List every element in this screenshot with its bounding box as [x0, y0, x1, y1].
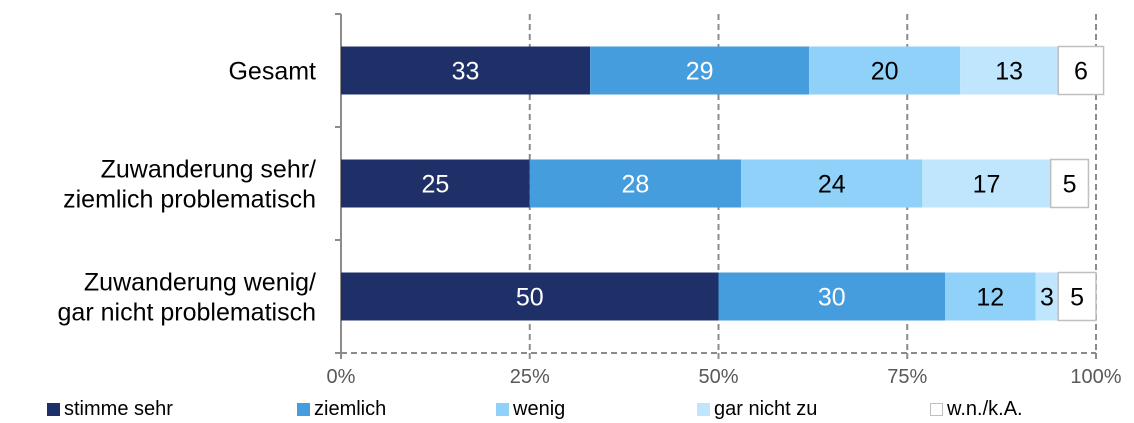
legend-swatch — [47, 403, 60, 416]
data-label: 25 — [421, 171, 449, 199]
bar-segment — [960, 46, 1059, 95]
bar-segment — [590, 46, 810, 95]
x-tick-label: 100% — [1070, 366, 1121, 388]
legend-item: gar nicht zu — [697, 398, 817, 421]
category-label: Zuwanderung sehr/ — [101, 156, 316, 184]
category-label: Gesamt — [228, 58, 316, 86]
bar-segment — [945, 272, 1036, 321]
category-label: Zuwanderung wenig/ — [84, 269, 316, 297]
category-label: ziemlich problematisch — [63, 186, 316, 214]
bar-segment — [341, 272, 719, 321]
data-label: 3 — [1040, 284, 1054, 312]
bar-segment — [741, 159, 923, 208]
legend-swatch — [930, 403, 943, 416]
data-label: 13 — [995, 58, 1023, 86]
legend-item: ziemlich — [297, 398, 386, 421]
bar-segment — [1057, 271, 1097, 322]
legend-label: stimme sehr — [64, 398, 173, 420]
bar-segment — [529, 159, 742, 208]
legend-swatch — [297, 403, 310, 416]
legend-item: w.n./k.A. — [930, 398, 1023, 421]
x-tick-label: 0% — [327, 366, 356, 388]
data-label: 50 — [516, 284, 544, 312]
bar-segment — [718, 272, 945, 321]
bar-segment — [341, 46, 591, 95]
data-label: 20 — [871, 58, 899, 86]
data-label: 29 — [686, 58, 714, 86]
data-label: 5 — [1070, 284, 1084, 312]
data-label: 6 — [1074, 58, 1088, 86]
legend-swatch — [697, 403, 710, 416]
data-label: 33 — [452, 58, 480, 86]
data-label: 5 — [1063, 171, 1077, 199]
legend-item: stimme sehr — [47, 398, 173, 421]
chart-legend: stimme sehr ziemlich wenig gar nicht zu w.n.… — [0, 398, 1134, 423]
legend-swatch — [496, 403, 509, 416]
x-tick-label: 75% — [887, 366, 927, 388]
data-label: 24 — [818, 171, 846, 199]
legend-label: w.n./k.A. — [947, 398, 1023, 420]
legend-item: wenig — [496, 398, 565, 421]
x-tick-label: 50% — [698, 366, 738, 388]
data-label: 12 — [976, 284, 1004, 312]
stacked-bar-chart: 0% 25% 50% 75% 100% Gesamt Zuwanderung sehr/zi… — [58, 13, 1122, 388]
legend-label: ziemlich — [314, 398, 387, 420]
bar-segment — [809, 46, 961, 95]
legend-label: wenig — [513, 398, 566, 420]
bar-segment — [1035, 272, 1059, 321]
legend-label: gar nicht zu — [714, 398, 818, 420]
data-label: 30 — [818, 284, 846, 312]
x-tick-label: 25% — [510, 366, 550, 388]
data-label: 28 — [622, 171, 650, 199]
bar-segment — [341, 159, 530, 208]
data-label: 17 — [973, 171, 1001, 199]
bar-segment — [1049, 158, 1090, 209]
bar-segment — [922, 159, 1051, 208]
bar-segment — [1057, 45, 1105, 96]
category-label: gar nicht problematisch — [58, 299, 316, 327]
